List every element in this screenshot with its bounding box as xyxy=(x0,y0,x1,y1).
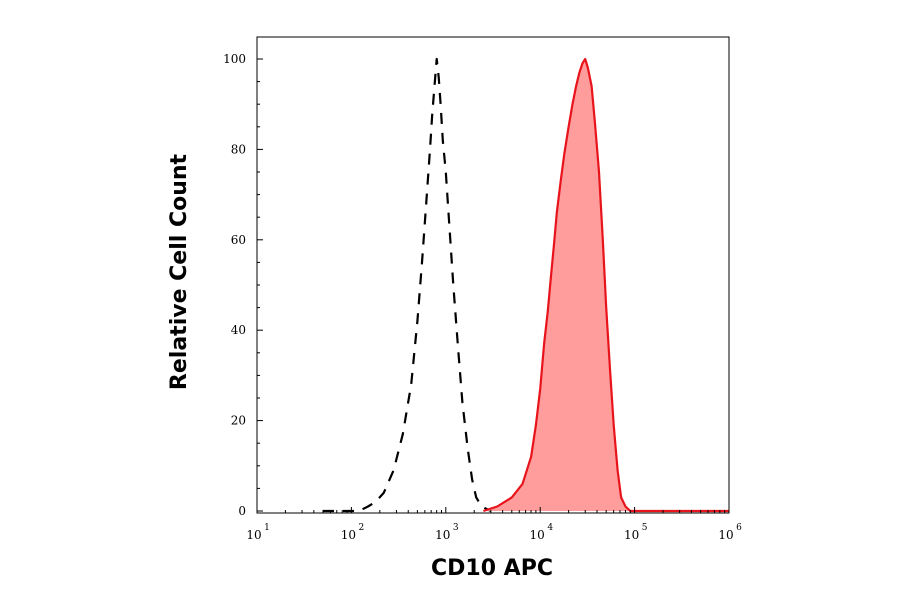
x-tick-exponent-1: 2 xyxy=(359,523,365,533)
x-tick-label-0: 10 xyxy=(246,528,261,542)
x-tick-label-4: 10 xyxy=(624,528,639,542)
y-tick-label-2: 40 xyxy=(231,323,246,337)
y-tick-label-5: 100 xyxy=(223,52,246,66)
x-axis-title: CD10 APC xyxy=(431,556,553,581)
series-0-line xyxy=(323,57,492,513)
y-tick-label-3: 60 xyxy=(231,233,246,247)
x-tick-label-5: 10 xyxy=(718,528,733,542)
x-tick-exponent-2: 3 xyxy=(453,523,459,533)
plot-area xyxy=(256,36,730,514)
x-tick-exponent-3: 4 xyxy=(547,523,553,533)
x-tick-label-3: 10 xyxy=(530,528,545,542)
series-1-area xyxy=(483,59,729,511)
y-axis-title: Relative Cell Count xyxy=(167,153,192,390)
y-tick-label-0: 0 xyxy=(238,504,246,518)
y-tick-label-1: 20 xyxy=(231,414,246,428)
x-tick-exponent-0: 1 xyxy=(264,523,270,533)
y-tick-label-4: 80 xyxy=(231,142,246,156)
series-layer xyxy=(323,57,729,513)
plot-frame xyxy=(256,36,730,514)
x-tick-label-1: 10 xyxy=(341,528,356,542)
x-tick-exponent-4: 5 xyxy=(642,523,648,533)
x-tick-exponent-5: 6 xyxy=(736,523,742,533)
series-1-line xyxy=(483,57,729,513)
x-tick-label-2: 10 xyxy=(435,528,450,542)
